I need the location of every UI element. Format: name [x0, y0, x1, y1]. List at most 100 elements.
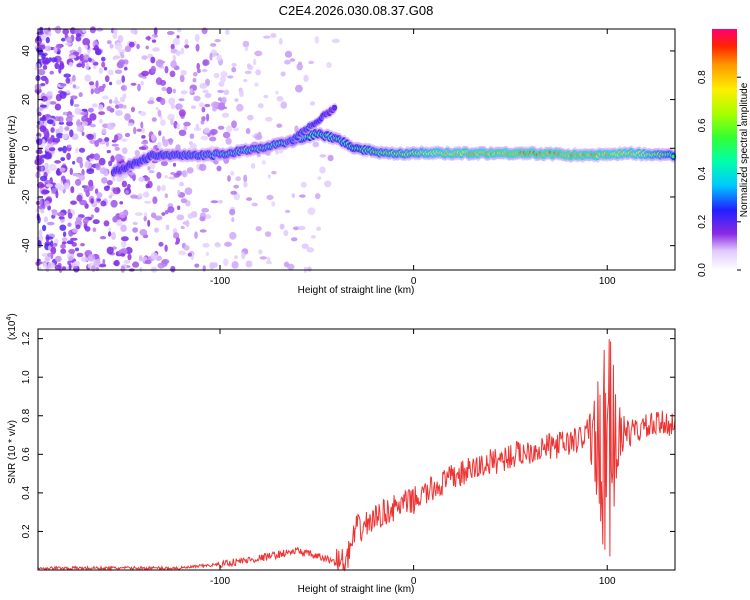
heatmap-cell	[103, 220, 110, 227]
heatmap-cell	[134, 149, 140, 157]
heatmap-cell	[48, 57, 53, 62]
heatmap-cell	[54, 264, 62, 271]
heatmap-cell	[175, 237, 180, 245]
heatmap-cell	[68, 55, 77, 59]
heatmap-cell	[40, 33, 47, 41]
heatmap-cell	[93, 153, 101, 161]
heatmap-cell	[44, 256, 51, 262]
heatmap-cell	[199, 82, 208, 89]
heatmap-cell	[150, 35, 155, 40]
chart-title: C2E4.2026.030.08.37.G08	[279, 3, 434, 18]
heatmap-cell	[59, 91, 67, 99]
heatmap-cell	[225, 29, 230, 35]
heatmap-cell	[160, 97, 166, 106]
heatmap-cell	[170, 118, 174, 126]
heatmap-cell	[223, 258, 229, 267]
heatmap-cell	[76, 125, 84, 132]
heatmap-cell	[141, 135, 146, 139]
heatmap-cell	[172, 37, 181, 46]
heatmap-cell	[202, 89, 209, 94]
heatmap-cell	[60, 243, 66, 249]
heatmap-cell	[99, 118, 103, 124]
heatmap-cell	[112, 216, 118, 223]
heatmap-cell	[39, 125, 47, 133]
snr-series-line	[37, 339, 676, 572]
heatmap-cell	[178, 109, 186, 117]
heatmap-cell	[109, 99, 113, 104]
heatmap-cell	[100, 236, 107, 240]
heatmap-cell	[235, 176, 242, 182]
heatmap-cell	[111, 231, 116, 238]
heatmap-cell	[131, 106, 135, 113]
heatmap-cell	[40, 95, 48, 102]
heatmap-x-tick-label: 100	[599, 276, 616, 287]
heatmap-cell	[106, 246, 114, 255]
heatmap-cell	[81, 60, 85, 69]
heatmap-cell	[69, 167, 74, 175]
heatmap-cell	[68, 256, 74, 261]
heatmap-cell	[68, 62, 74, 67]
heatmap-cell	[166, 31, 175, 35]
heatmap-cell	[67, 212, 73, 219]
heatmap-cell	[114, 42, 123, 50]
heatmap-cell	[147, 219, 151, 227]
heatmap-cell	[72, 84, 76, 88]
heatmap-cell	[61, 241, 67, 245]
heatmap-cell	[276, 96, 284, 102]
heatmap-cell	[314, 36, 319, 44]
heatmap-cell	[164, 210, 169, 215]
heatmap-cell	[180, 47, 185, 55]
heatmap-cell	[225, 137, 232, 145]
heatmap-cell	[132, 221, 138, 226]
heatmap-cell	[106, 180, 113, 186]
heatmap-cell	[44, 162, 49, 170]
heatmap-cell	[66, 89, 70, 94]
heatmap-cell	[115, 110, 123, 116]
heatmap-cell	[193, 71, 198, 77]
heatmap-cell	[289, 58, 296, 62]
heatmap-cell	[96, 198, 101, 202]
heatmap-cell	[202, 243, 210, 248]
heatmap-cell	[270, 33, 277, 38]
heatmap-cell	[61, 237, 68, 242]
heatmap-cell	[204, 92, 212, 99]
heatmap-cell	[40, 104, 47, 108]
heatmap-cell	[70, 237, 78, 241]
heatmap-cell	[92, 219, 100, 225]
heatmap-cell	[199, 102, 205, 108]
heatmap-cell	[76, 33, 82, 37]
heatmap-cell	[189, 88, 194, 94]
heatmap-cell	[168, 176, 177, 180]
heatmap-cell	[327, 154, 334, 162]
heatmap-cell	[128, 171, 135, 176]
heatmap-cell	[175, 50, 181, 56]
heatmap-cell	[183, 245, 190, 251]
heatmap-cell	[55, 190, 59, 199]
heatmap-cell	[54, 62, 60, 70]
heatmap-cell	[154, 215, 163, 221]
heatmap-cell	[170, 265, 176, 273]
heatmap-cell	[279, 37, 283, 45]
heatmap-cell	[99, 167, 107, 175]
heatmap-trace-core	[332, 106, 337, 110]
heatmap-cell	[81, 121, 88, 126]
heatmap-cell	[180, 69, 187, 76]
snr-y-tick-label: 1.2	[21, 331, 32, 345]
colorbar-label: Normalized spectral amplitude	[739, 82, 750, 217]
heatmap-cell	[177, 189, 181, 196]
heatmap-cell	[185, 219, 190, 228]
heatmap-cell	[141, 70, 150, 77]
heatmap-cell	[57, 147, 64, 151]
heatmap-cell	[44, 152, 52, 160]
heatmap-cell	[218, 97, 222, 101]
heatmap-cell	[164, 244, 168, 252]
heatmap-cell	[145, 36, 151, 41]
heatmap-cell	[113, 259, 120, 267]
heatmap-cell	[85, 62, 90, 70]
heatmap-cell	[51, 209, 58, 213]
heatmap-cell	[54, 25, 62, 34]
heatmap-cell	[56, 168, 61, 176]
snr-y-tick-label: 0.8	[21, 408, 32, 422]
heatmap-cell	[83, 54, 90, 61]
heatmap-cell	[54, 160, 61, 164]
